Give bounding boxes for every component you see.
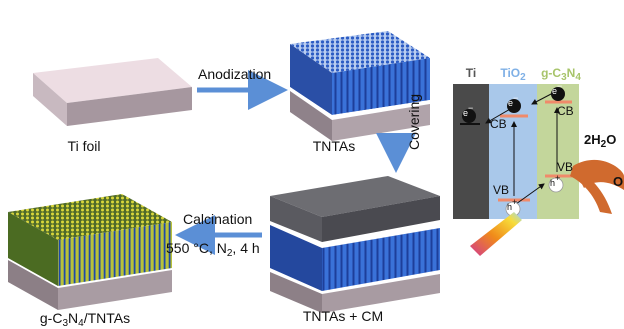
label-gc3n4-tntas: g-C3N4/TNTAs [39, 310, 131, 329]
label-gc3n4: g-C3N4 [541, 66, 581, 83]
label-cb-gc3n4: CB [557, 104, 574, 118]
electron-tio2 [507, 99, 521, 113]
electron-label-gc3n4: e− [552, 81, 563, 97]
hole-label-gc3n4: h+ [550, 173, 561, 189]
hole-transfer-arrow [515, 183, 545, 205]
label-tio2: TiO2 [500, 66, 526, 83]
label-vb-tio2: VB [493, 183, 510, 197]
label-oxygen: O [613, 174, 624, 189]
tntas-cm-block [270, 176, 440, 313]
tntas-block [290, 31, 430, 141]
label-water: 2H2O [584, 132, 617, 150]
label-ti-foil: Ti foil [67, 138, 101, 154]
label-ti: Ti [465, 66, 477, 80]
gc3n4-tntas-block [8, 194, 172, 310]
electron-gc3n4 [551, 87, 565, 101]
band-diagram [453, 84, 624, 256]
label-anodization: Anodization [198, 66, 272, 82]
label-calcination-conditions: 550 °C, N2, 4 h [166, 240, 260, 259]
label-calcination: Calcination [183, 211, 253, 227]
electron-label-ti: e− [463, 103, 474, 119]
label-tntas: TNTAs [312, 138, 356, 154]
hole-gc3n4 [548, 177, 564, 193]
water-oxidation-arrow-tail [570, 166, 612, 214]
electron-label-tio2: e− [508, 93, 519, 109]
label-cb-tio2: CB [490, 117, 507, 131]
electron-ti [462, 109, 476, 123]
ti-bar [453, 84, 489, 219]
light-beam-icon [470, 212, 522, 256]
label-vb-gc3n4: VB [557, 160, 574, 174]
ti-foil-block [33, 58, 192, 126]
electron-to-ti-arrow [485, 107, 513, 124]
hole-label-tio2: h+ [507, 197, 518, 213]
electron-transfer-arrow [531, 92, 554, 105]
gc3n4-bar [537, 84, 579, 219]
label-tntas-cm: TNTAs + CM [302, 308, 384, 324]
label-covering: Covering [406, 93, 422, 150]
